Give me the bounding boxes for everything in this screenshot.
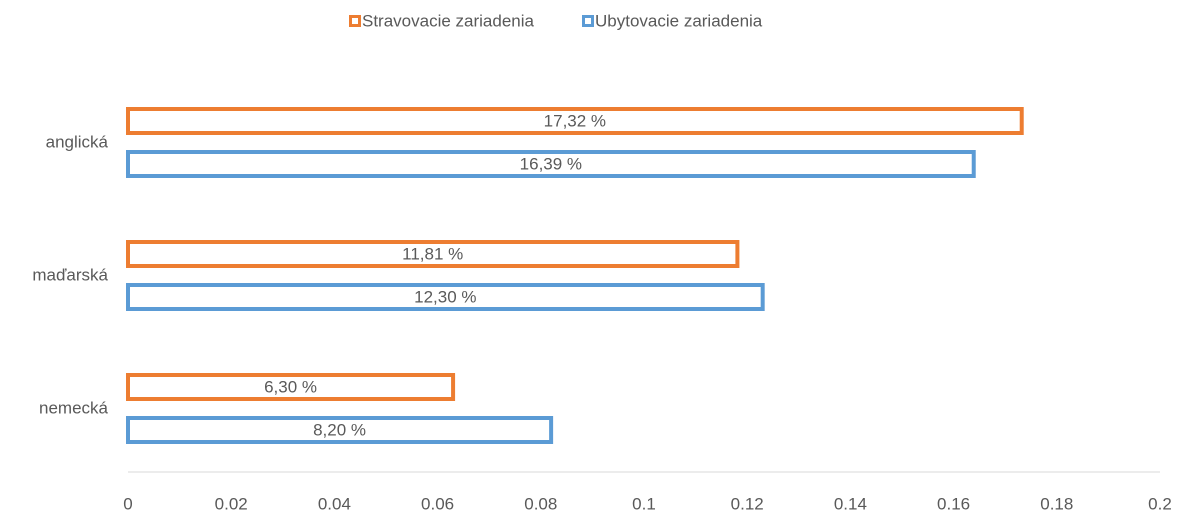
value-label: 11,81 % bbox=[402, 244, 463, 263]
x-tick-label: 0.16 bbox=[937, 494, 970, 513]
bar bbox=[126, 416, 554, 444]
x-tick-label: 0.06 bbox=[421, 494, 454, 513]
x-tick-label: 0.08 bbox=[524, 494, 557, 513]
x-tick-label: 0.18 bbox=[1040, 494, 1073, 513]
x-tick-label: 0.02 bbox=[215, 494, 248, 513]
value-label: 8,20 % bbox=[313, 420, 366, 439]
value-label: 17,32 % bbox=[544, 111, 606, 130]
bar bbox=[126, 283, 765, 311]
y-tick-label: nemecká bbox=[39, 398, 109, 417]
legend-label: Stravovacie zariadenia bbox=[362, 11, 535, 30]
legend-swatch bbox=[349, 15, 361, 27]
x-tick-label: 0.2 bbox=[1148, 494, 1172, 513]
value-label: 16,39 % bbox=[520, 154, 582, 173]
y-tick-label: anglická bbox=[46, 132, 109, 151]
x-tick-label: 0.12 bbox=[731, 494, 764, 513]
x-tick-label: 0 bbox=[123, 494, 132, 513]
bar bbox=[126, 373, 456, 401]
legend-label: Ubytovacie zariadenia bbox=[595, 11, 763, 30]
value-label: 6,30 % bbox=[264, 377, 317, 396]
y-tick-label: maďarská bbox=[32, 265, 108, 284]
x-tick-label: 0.04 bbox=[318, 494, 351, 513]
legend-swatch bbox=[582, 15, 594, 27]
value-label: 12,30 % bbox=[414, 287, 476, 306]
x-tick-label: 0.1 bbox=[632, 494, 656, 513]
bar bbox=[126, 240, 740, 268]
bar bbox=[126, 107, 1024, 135]
x-tick-label: 0.14 bbox=[834, 494, 867, 513]
bar bbox=[126, 150, 976, 178]
